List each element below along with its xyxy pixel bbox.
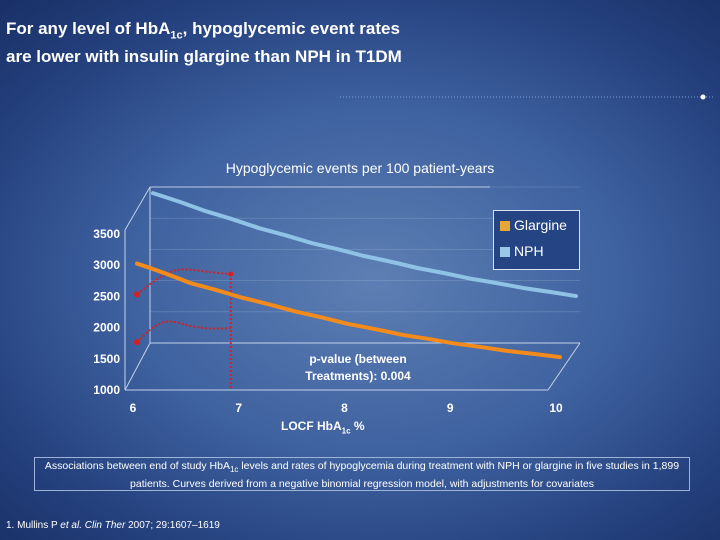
legend-swatch-nph bbox=[500, 247, 510, 257]
annotation-line2: Treatments): 0.004 bbox=[305, 369, 411, 383]
frame-depth-top-edge bbox=[124, 186, 151, 231]
x-tick-10: 10 bbox=[549, 401, 563, 415]
caption-box: Associations between end of study HbA1c … bbox=[34, 457, 690, 491]
title-line1-a: For any level of Hb bbox=[6, 19, 159, 38]
tick-layer: 1000 1500 2000 2500 3000 3500 6 7 8 9 10 bbox=[93, 227, 563, 415]
slide-title: For any level of HbA1c, hypoglycemic eve… bbox=[6, 18, 706, 67]
series-line-nph bbox=[151, 191, 578, 299]
y-tick-2000: 2000 bbox=[93, 321, 120, 335]
series-line-glargine bbox=[135, 261, 562, 360]
y-tick-2500: 2500 bbox=[93, 289, 120, 303]
series-layer bbox=[135, 191, 578, 360]
legend-label-nph: NPH bbox=[514, 243, 544, 259]
x-tick-9: 9 bbox=[447, 401, 454, 415]
reference-citation: 1. Mullins P et al. Clin Ther 2007; 29:1… bbox=[6, 520, 220, 531]
frame-floor-right-edge bbox=[547, 342, 581, 391]
caption-b: levels and rates of hypoglycemia during … bbox=[130, 460, 680, 491]
chart-frame bbox=[124, 186, 581, 391]
reference-italic: et al. Clin Ther bbox=[60, 520, 126, 531]
y-tick-1000: 1000 bbox=[93, 383, 120, 397]
caption-sub: 1c bbox=[229, 465, 239, 475]
highlight-curve-nph bbox=[136, 268, 231, 296]
reference-a: 1. Mullins P bbox=[6, 520, 61, 531]
y-tick-3000: 3000 bbox=[93, 258, 120, 272]
title-line1-c: , hypoglycemic event rates bbox=[182, 19, 400, 38]
p-value-annotation: p-value (between Treatments): 0.004 bbox=[288, 351, 428, 385]
frame-floor-left-edge bbox=[124, 342, 151, 391]
x-axis-label: LOCF HbA1c % bbox=[281, 419, 365, 435]
title-line1-b: A bbox=[158, 19, 171, 38]
chart-title: Hypoglycemic events per 100 patient-year… bbox=[225, 160, 495, 176]
legend-swatch-glargine bbox=[500, 221, 510, 231]
highlight-layer bbox=[134, 268, 234, 390]
x-axis-label-a: LOCF HbA bbox=[281, 419, 342, 433]
highlight-point-nph bbox=[134, 291, 140, 298]
x-tick-7: 7 bbox=[235, 401, 242, 415]
x-axis-label-b: % bbox=[350, 419, 365, 433]
chart-legend: Glargine NPH bbox=[493, 210, 580, 270]
highlight-point-x7 bbox=[228, 271, 234, 277]
title-line2: are lower with insulin glargine than NPH… bbox=[6, 47, 402, 67]
caption-a: Associations between end of study HbA bbox=[44, 460, 230, 472]
y-tick-1500: 1500 bbox=[93, 352, 120, 366]
y-tick-3500: 3500 bbox=[93, 227, 120, 241]
x-tick-8: 8 bbox=[341, 401, 348, 415]
x-axis-label-sub: 1c bbox=[341, 426, 351, 436]
reference-b: 2007; 29:1607–1619 bbox=[125, 520, 220, 531]
x-tick-6: 6 bbox=[130, 401, 137, 415]
highlight-point-glargine bbox=[134, 339, 140, 346]
legend-label-glargine: Glargine bbox=[514, 217, 567, 233]
annotation-line1: p-value (between bbox=[309, 352, 407, 366]
title-line1-sub: 1c bbox=[170, 29, 183, 42]
title-underline-dot bbox=[700, 94, 706, 100]
highlight-curve-glargine bbox=[136, 320, 231, 343]
